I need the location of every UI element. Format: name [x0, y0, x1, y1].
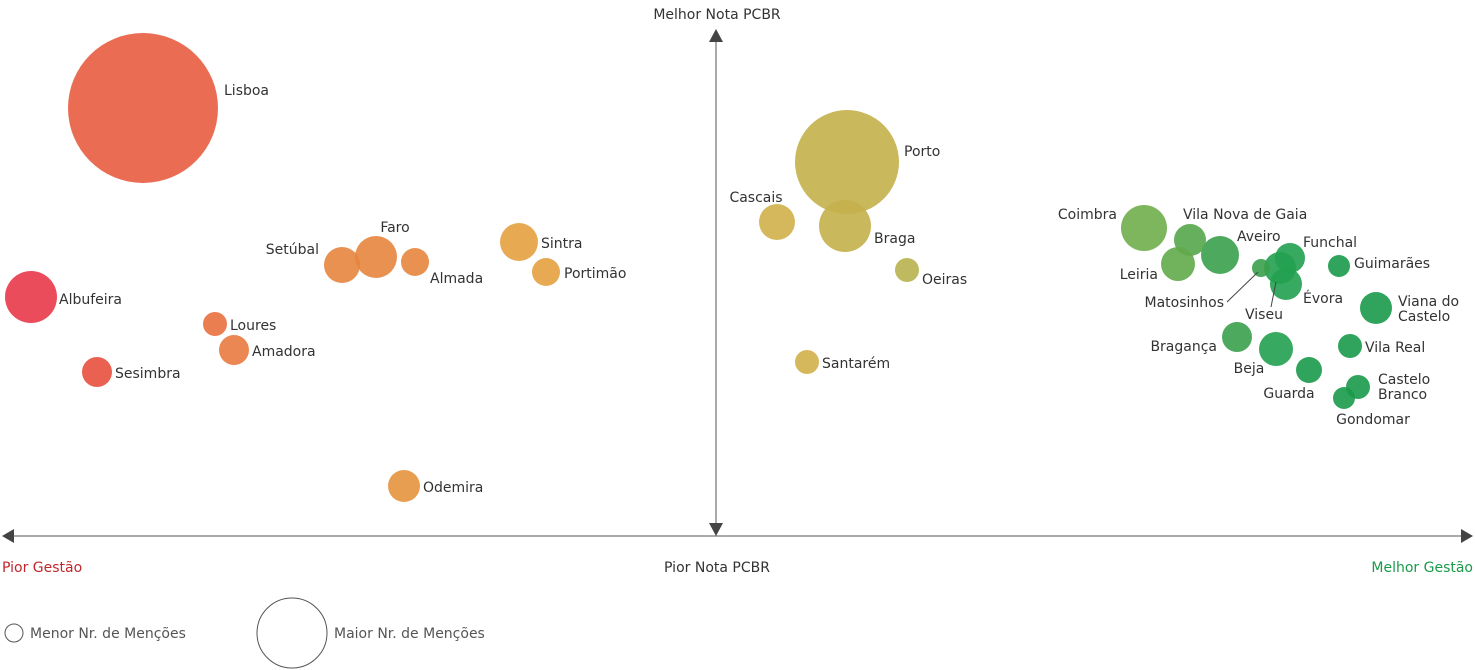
bubble-braga — [819, 200, 871, 252]
bubble-label-faro: Faro — [380, 220, 409, 236]
bubble-coimbra — [1121, 205, 1167, 251]
bubble-odemira — [388, 470, 420, 502]
leader-line-0 — [1226, 271, 1259, 303]
legend-max-circle — [256, 597, 328, 669]
bubble-label-gondomar: Gondomar — [1336, 412, 1410, 428]
bubble-setubal — [324, 247, 360, 283]
legend-min-circle — [4, 623, 24, 643]
bubble-leiria — [1161, 247, 1195, 281]
bubble-sesimbra — [82, 357, 112, 387]
y-axis-bottom-arrow — [709, 523, 723, 536]
y-axis-top-label: Melhor Nota PCBR — [653, 7, 781, 23]
bubble-label-sintra: Sintra — [541, 236, 582, 252]
bubble-sintra — [500, 223, 538, 261]
bubble-lisboa — [68, 33, 218, 183]
bubble-label-evora: Évora — [1303, 290, 1343, 307]
y-axis-top-arrow — [709, 29, 723, 42]
bubble-beja — [1259, 332, 1293, 366]
bubble-portimao — [532, 258, 560, 286]
x-axis-left-label: Pior Gestão — [2, 560, 82, 576]
bubble-label-viana-do-castelo: Viana do Castelo — [1398, 294, 1459, 325]
bubble-labels: Lisboa Porto Cascais Braga Oeiras Santarém Far… — [59, 83, 1459, 496]
bubble-label-beja: Beja — [1234, 361, 1265, 377]
bubble-oeiras — [895, 258, 919, 282]
bubble-label-albufeira: Albufeira — [59, 292, 122, 308]
bubble-braganca — [1222, 322, 1252, 352]
leader-line-1 — [1270, 281, 1277, 308]
bubble-porto — [795, 110, 899, 214]
bubble-label-funchal: Funchal — [1303, 235, 1357, 251]
x-axis-right-label: Melhor Gestão — [1371, 560, 1473, 576]
bubble-label-lisboa: Lisboa — [224, 83, 269, 99]
bubble-label-vila-real: Vila Real — [1365, 340, 1425, 356]
leader-lines — [1226, 271, 1277, 308]
bubble-gondomar — [1333, 387, 1355, 409]
bubble-label-almada: Almada — [430, 271, 483, 287]
bubble-vila-real — [1338, 334, 1362, 358]
bubble-label-amadora: Amadora — [252, 344, 316, 360]
x-axis-right-arrow — [1461, 529, 1473, 543]
bubble-label-guarda: Guarda — [1263, 386, 1314, 402]
bubble-label-viseu: Viseu — [1245, 307, 1283, 323]
bubble-label-cascais: Cascais — [729, 190, 782, 206]
bubble-label-castelo-branco: Castelo Branco — [1378, 372, 1430, 403]
bubble-matosinhos — [1252, 259, 1270, 277]
legend-max-label: Maior Nr. de Menções — [334, 626, 485, 642]
bubble-label-vila-nova-de-gaia: Vila Nova de Gaia — [1183, 207, 1307, 223]
bubble-aveiro — [1201, 236, 1239, 274]
bubble-viseu — [1264, 252, 1296, 284]
bubble-label-braga: Braga — [874, 231, 915, 247]
bubble-label-guimaraes: Guimarães — [1354, 256, 1430, 272]
bubble-label-loures: Loures — [230, 318, 276, 334]
bubble-loures — [203, 312, 227, 336]
bubble-label-porto: Porto — [904, 144, 940, 160]
bubble-label-setubal: Setúbal — [266, 242, 319, 258]
bubble-albufeira — [5, 271, 57, 323]
bubble-guarda — [1296, 357, 1322, 383]
bubble-label-aveiro: Aveiro — [1237, 229, 1281, 245]
bubble-label-santarem: Santarém — [822, 356, 890, 372]
bubble-almada — [401, 248, 429, 276]
bubble-amadora — [219, 335, 249, 365]
bubble-layer — [5, 33, 1392, 502]
bubble-santarem — [795, 350, 819, 374]
x-axis-left-arrow — [2, 529, 14, 543]
bubble-label-coimbra: Coimbra — [1058, 207, 1117, 223]
bubble-label-leiria: Leiria — [1120, 267, 1158, 283]
bubble-label-portimao: Portimão — [564, 266, 626, 282]
y-axis-bottom-label: Pior Nota PCBR — [664, 560, 770, 576]
bubble-guimaraes — [1328, 255, 1350, 277]
bubble-faro — [355, 236, 397, 278]
legend-min-label: Menor Nr. de Menções — [30, 626, 186, 642]
bubble-label-odemira: Odemira — [423, 480, 483, 496]
bubble-cascais — [759, 204, 795, 240]
bubble-viana-do-castelo — [1360, 292, 1392, 324]
bubble-label-oeiras: Oeiras — [922, 272, 967, 288]
bubble-label-matosinhos: Matosinhos — [1144, 295, 1224, 311]
bubble-label-braganca: Bragança — [1150, 339, 1217, 355]
bubble-label-sesimbra: Sesimbra — [115, 366, 181, 382]
